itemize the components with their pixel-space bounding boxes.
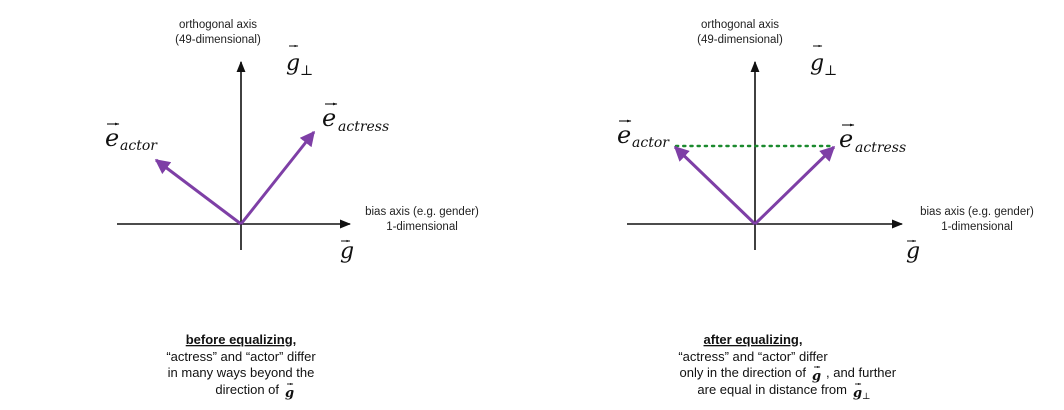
e-actress-label: e actress: [322, 102, 389, 135]
caption-g-symbol: g: [812, 369, 821, 384]
svg-text:g: g: [810, 51, 824, 76]
svg-text:actor: actor: [120, 138, 158, 154]
svg-text:⊥: ⊥: [824, 63, 837, 79]
e-actress-label: e actress: [839, 123, 906, 156]
e-actor-label: e actor: [105, 122, 158, 154]
svg-text:actress: actress: [338, 119, 389, 135]
caption-line-3: direction of: [215, 382, 279, 397]
caption-g-perp-symbol: g: [853, 386, 862, 401]
orthogonal-axis-label-line1: orthogonal axis: [701, 19, 779, 31]
caption-line-1: “actress” and “actor” differ: [166, 349, 316, 364]
g-perp-symbol: g ⊥: [810, 44, 837, 79]
svg-text:⊥: ⊥: [862, 392, 870, 402]
svg-text:e: e: [322, 104, 336, 132]
caption-before: before equalizing, “actress” and “actor”…: [166, 332, 316, 401]
svg-text:actress: actress: [855, 140, 906, 156]
svg-text:g: g: [340, 239, 354, 264]
actress-vector: [239, 130, 316, 225]
svg-text:g: g: [906, 239, 920, 264]
svg-text:e: e: [839, 125, 853, 153]
panel-after: orthogonal axis (49-dimensional) g ⊥ bia…: [617, 19, 1034, 402]
caption-line-2a: only in the direction of: [680, 365, 807, 380]
caption-line-2: in many ways beyond the: [168, 365, 315, 380]
caption-title: after equalizing,: [704, 332, 803, 347]
svg-text:e: e: [105, 124, 119, 152]
svg-text:⊥: ⊥: [300, 63, 313, 79]
bias-axis-label-line1: bias axis (e.g. gender): [920, 206, 1034, 218]
panel-before: orthogonal axis (49-dimensional) g ⊥ bia…: [105, 19, 479, 401]
svg-text:g: g: [286, 51, 300, 76]
bias-axis-label-line2: 1-dimensional: [386, 221, 458, 233]
e-actor-label: e actor: [617, 119, 670, 151]
bias-axis-label-line2: 1-dimensional: [941, 221, 1013, 233]
orthogonal-axis-label-line2: (49-dimensional): [175, 34, 261, 46]
caption-after: after equalizing, “actress” and “actor” …: [678, 332, 896, 402]
svg-text:e: e: [617, 121, 631, 149]
caption-g-symbol: g: [285, 386, 294, 401]
actor-vector: [154, 158, 242, 226]
caption-line-2b: , and further: [826, 365, 897, 380]
g-perp-symbol: g ⊥: [286, 44, 313, 79]
orthogonal-axis-label-line1: orthogonal axis: [179, 19, 257, 31]
caption-title: before equalizing,: [186, 332, 297, 347]
caption-line-3: are equal in distance from: [697, 382, 847, 397]
actress-vector: [753, 145, 836, 226]
g-symbol: g: [906, 239, 920, 264]
g-symbol: g: [340, 239, 354, 264]
orthogonal-axis-label-line2: (49-dimensional): [697, 34, 783, 46]
svg-text:actor: actor: [632, 135, 670, 151]
bias-axis-label-line1: bias axis (e.g. gender): [365, 206, 479, 218]
actor-vector: [673, 145, 757, 226]
caption-line-1: “actress” and “actor” differ: [678, 349, 828, 364]
